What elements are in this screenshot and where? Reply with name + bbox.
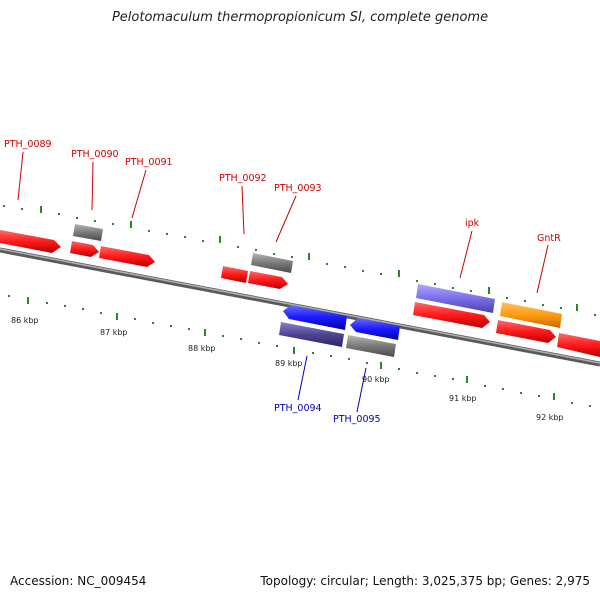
gene-pth-0089[interactable] xyxy=(0,230,61,253)
gene-label: PTH_0095 xyxy=(333,414,381,425)
gene-slate[interactable] xyxy=(279,322,344,347)
gene-label: PTH_0093 xyxy=(274,183,322,194)
gene-label: PTH_0092 xyxy=(219,173,267,184)
forward-gene-labels: PTH_0089 PTH_0090 PTH_0091 PTH_0092 PTH_… xyxy=(4,139,561,244)
reverse-genes xyxy=(279,305,400,357)
gene-label: PTH_0094 xyxy=(274,403,322,414)
gene-label: GntR xyxy=(537,233,561,244)
reverse-label-leaders xyxy=(297,355,367,413)
gene-pth-0095[interactable] xyxy=(350,318,400,340)
kbp-label: 89 kbp xyxy=(275,359,303,368)
gene-label: ipk xyxy=(465,218,480,229)
gene-pth-0093[interactable] xyxy=(251,253,293,273)
gene-red[interactable] xyxy=(496,320,556,343)
kbp-label: 92 kbp xyxy=(536,413,564,422)
gene-red[interactable] xyxy=(248,271,288,289)
gene-label: PTH_0089 xyxy=(4,139,52,150)
kbp-label: 87 kbp xyxy=(100,328,128,337)
forward-genes xyxy=(0,224,600,357)
gene-ipk[interactable] xyxy=(416,284,495,313)
forward-label-leaders xyxy=(17,151,549,294)
gene-red[interactable] xyxy=(70,241,99,257)
kbp-scale: 86 kbp 87 kbp 88 kbp 89 kbp 90 kbp 91 kb… xyxy=(11,316,564,422)
gene-gntr[interactable] xyxy=(500,302,562,328)
gene-red[interactable] xyxy=(557,333,600,357)
reverse-tick-track xyxy=(8,295,591,407)
genome-title: Pelotomaculum thermopropionicum SI, comp… xyxy=(111,10,489,25)
reverse-gene-labels: PTH_0094 PTH_0095 xyxy=(274,403,381,425)
gene-pth-0091[interactable] xyxy=(99,246,155,267)
gene-red[interactable] xyxy=(413,302,490,328)
gene-pth-0092[interactable] xyxy=(221,266,248,283)
gene-label: PTH_0090 xyxy=(71,149,119,160)
kbp-label: 88 kbp xyxy=(188,344,216,353)
accession-label: Accession: NC_009454 xyxy=(10,574,147,588)
genome-summary: Topology: circular; Length: 3,025,375 bp… xyxy=(260,574,590,588)
kbp-label: 86 kbp xyxy=(11,316,39,325)
gene-pth-0090[interactable] xyxy=(73,224,103,241)
forward-tick-track xyxy=(3,205,596,316)
kbp-label: 90 kbp xyxy=(362,375,390,384)
kbp-label: 91 kbp xyxy=(449,394,477,403)
gene-gray[interactable] xyxy=(346,335,396,357)
gene-label: PTH_0091 xyxy=(125,157,173,168)
gene-pth-0094[interactable] xyxy=(283,305,347,330)
